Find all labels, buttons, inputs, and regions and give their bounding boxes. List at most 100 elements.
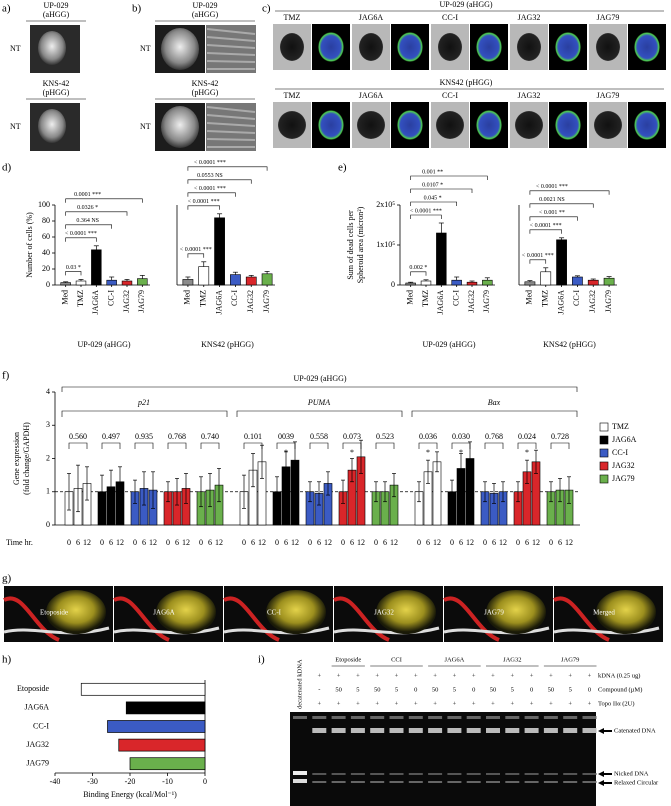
x-tick-label: JAG32	[122, 290, 131, 313]
texture	[206, 52, 256, 56]
x-tick-label: 6	[109, 538, 113, 547]
y-axis-label: Sum of dead cells per	[346, 210, 355, 280]
lane-value: 0	[530, 686, 533, 693]
legend-label: JAG32	[612, 461, 635, 470]
y-tick-label: 100	[38, 200, 50, 209]
bar	[121, 280, 133, 286]
texture	[206, 60, 256, 63]
lane-value: +	[337, 672, 341, 679]
lane-value: +	[414, 700, 418, 707]
spheroid	[555, 110, 581, 140]
y-tick-label: 0	[391, 280, 395, 289]
bar	[587, 279, 599, 286]
row-title: KNS-42	[43, 79, 70, 88]
x-tick-label: 6	[142, 538, 146, 547]
p-value: 0.036	[419, 432, 437, 441]
lane-value: 50	[548, 686, 555, 693]
ribbon	[443, 626, 550, 635]
panel-label: h)	[2, 654, 12, 666]
p-value: < 0.0001 ***	[530, 223, 562, 229]
band	[466, 773, 481, 775]
p-value: < 0.0001 ***	[188, 199, 220, 205]
x-tick-label: Med	[60, 290, 69, 305]
row-label: NT	[140, 44, 151, 53]
p-value: 0.002 *	[409, 265, 427, 271]
spheroid	[280, 33, 304, 61]
p-value: 0.030	[452, 432, 470, 441]
arrow	[598, 771, 612, 777]
p-value: 0.768	[485, 432, 503, 441]
gene-bracket	[61, 410, 228, 417]
p-value: < 0.0001 ***	[180, 247, 212, 253]
band	[312, 728, 327, 733]
legend-swatch	[599, 474, 609, 484]
lane-value: +	[530, 672, 534, 679]
p-bracket	[68, 442, 88, 449]
band	[447, 773, 462, 775]
lane-value: +	[317, 672, 321, 679]
lane-value: 0	[472, 686, 475, 693]
significance: *	[459, 448, 463, 457]
image-label: Etoposide	[40, 609, 68, 617]
bar	[540, 271, 552, 286]
row-label: kDNA (0.25 ug)	[598, 672, 640, 679]
spheroid	[318, 32, 344, 62]
spheroid	[161, 106, 199, 148]
image-label: JAG79	[597, 13, 620, 22]
band	[466, 728, 481, 733]
x-tick-label: 12	[499, 538, 507, 547]
x-tick-label: 6	[76, 538, 80, 547]
bar	[603, 277, 615, 286]
p-bracket	[484, 442, 504, 449]
band	[428, 773, 443, 775]
lane-value: +	[491, 672, 495, 679]
legend-label: CC-I	[612, 448, 628, 457]
lane-value: 5	[395, 686, 398, 693]
x-tick-label: JAG79	[262, 290, 271, 313]
band	[543, 773, 558, 775]
row-label: Compound (µM)	[598, 686, 642, 693]
band	[582, 728, 597, 733]
band	[370, 728, 385, 733]
comparison-bracket	[410, 175, 488, 180]
band	[524, 781, 539, 783]
p-value: 0.560	[69, 432, 87, 441]
lane-value: +	[356, 700, 360, 707]
image-label: CC-I	[267, 609, 282, 617]
x-tick-label: JAG79	[604, 290, 613, 313]
p-value: 0.364 NS	[76, 218, 99, 224]
band	[524, 773, 539, 775]
x-tick-label: 12	[433, 538, 441, 547]
y-tick-label: 1x10⁵	[376, 240, 395, 249]
x-tick-label: TMZ	[76, 290, 85, 307]
spheroid	[555, 32, 581, 62]
well	[486, 716, 500, 719]
x-tick-label: JAG79	[137, 290, 146, 313]
p-bracket	[375, 442, 395, 449]
band	[466, 781, 481, 783]
x-tick-label: TMZ	[199, 290, 208, 307]
x-tick-label: -40	[50, 777, 61, 786]
texture	[206, 36, 256, 42]
spheroid	[397, 32, 423, 62]
band	[312, 781, 327, 783]
x-tick-label: 0	[203, 777, 207, 786]
x-tick-label: JAG6A	[91, 290, 100, 315]
band	[486, 773, 500, 775]
lane-value: +	[472, 700, 476, 707]
legend-swatch	[599, 435, 609, 445]
bar	[556, 239, 567, 286]
title-bracket	[61, 386, 578, 392]
lane-value: +	[375, 672, 379, 679]
spheroid	[318, 110, 344, 140]
comparison-bracket	[410, 214, 442, 219]
y-tick-label: 60	[42, 232, 50, 241]
band	[505, 773, 520, 775]
x-axis-label: Binding Energy (kcal/Mol⁻¹)	[83, 790, 177, 799]
x-tick-label: Med	[405, 290, 414, 305]
y-axis-label: Spheroid area (micron²)	[356, 206, 365, 283]
band	[428, 781, 443, 783]
texture	[206, 114, 256, 120]
bar	[137, 278, 148, 286]
band	[582, 773, 597, 775]
